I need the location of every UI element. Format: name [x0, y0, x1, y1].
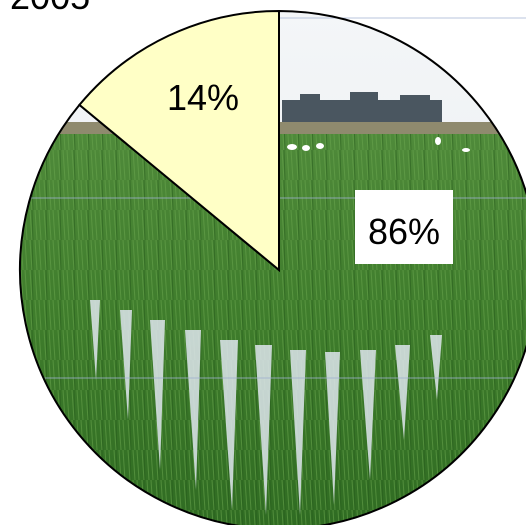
- slice-label-14: 14%: [167, 77, 239, 118]
- slice-label-86: 86%: [368, 211, 440, 252]
- chart-title: 9 2005: [0, 0, 90, 18]
- slice-labels: 14% 86%: [167, 77, 453, 264]
- pie-slices: [19, 9, 526, 530]
- slice-label-86-box: [355, 190, 453, 264]
- pie-slice-14: [78, 9, 280, 273]
- pie-slice-86: [19, 9, 526, 530]
